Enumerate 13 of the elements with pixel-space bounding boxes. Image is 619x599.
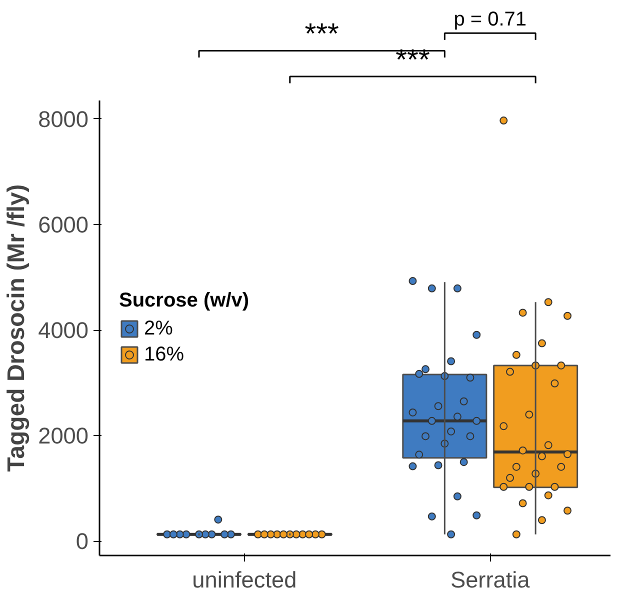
y-tick-label: 0	[76, 528, 89, 554]
legend-title: Sucrose (w/v)	[119, 289, 250, 312]
y-axis-title: Tagged Drosocin (Mr /fly)	[3, 184, 30, 472]
y-tick-label: 2000	[38, 422, 89, 449]
y-tick-label: 8000	[38, 106, 89, 132]
y-tick-label: 6000	[38, 212, 89, 238]
y-tick-label: 4000	[38, 317, 89, 344]
legend-label: 2%	[144, 317, 173, 340]
text: p = 0.71	[454, 8, 527, 30]
text: ***	[304, 18, 339, 51]
x-tick-label: uninfected	[192, 566, 297, 592]
x-tick-label: Serratia	[450, 566, 530, 592]
legend-label: 16%	[144, 343, 184, 366]
